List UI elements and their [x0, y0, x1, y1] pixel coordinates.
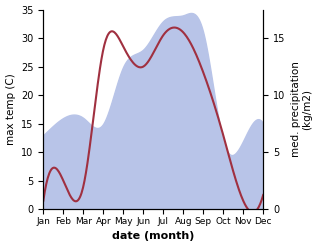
X-axis label: date (month): date (month) — [112, 231, 194, 242]
Y-axis label: med. precipitation
(kg/m2): med. precipitation (kg/m2) — [291, 62, 313, 157]
Y-axis label: max temp (C): max temp (C) — [5, 74, 16, 145]
